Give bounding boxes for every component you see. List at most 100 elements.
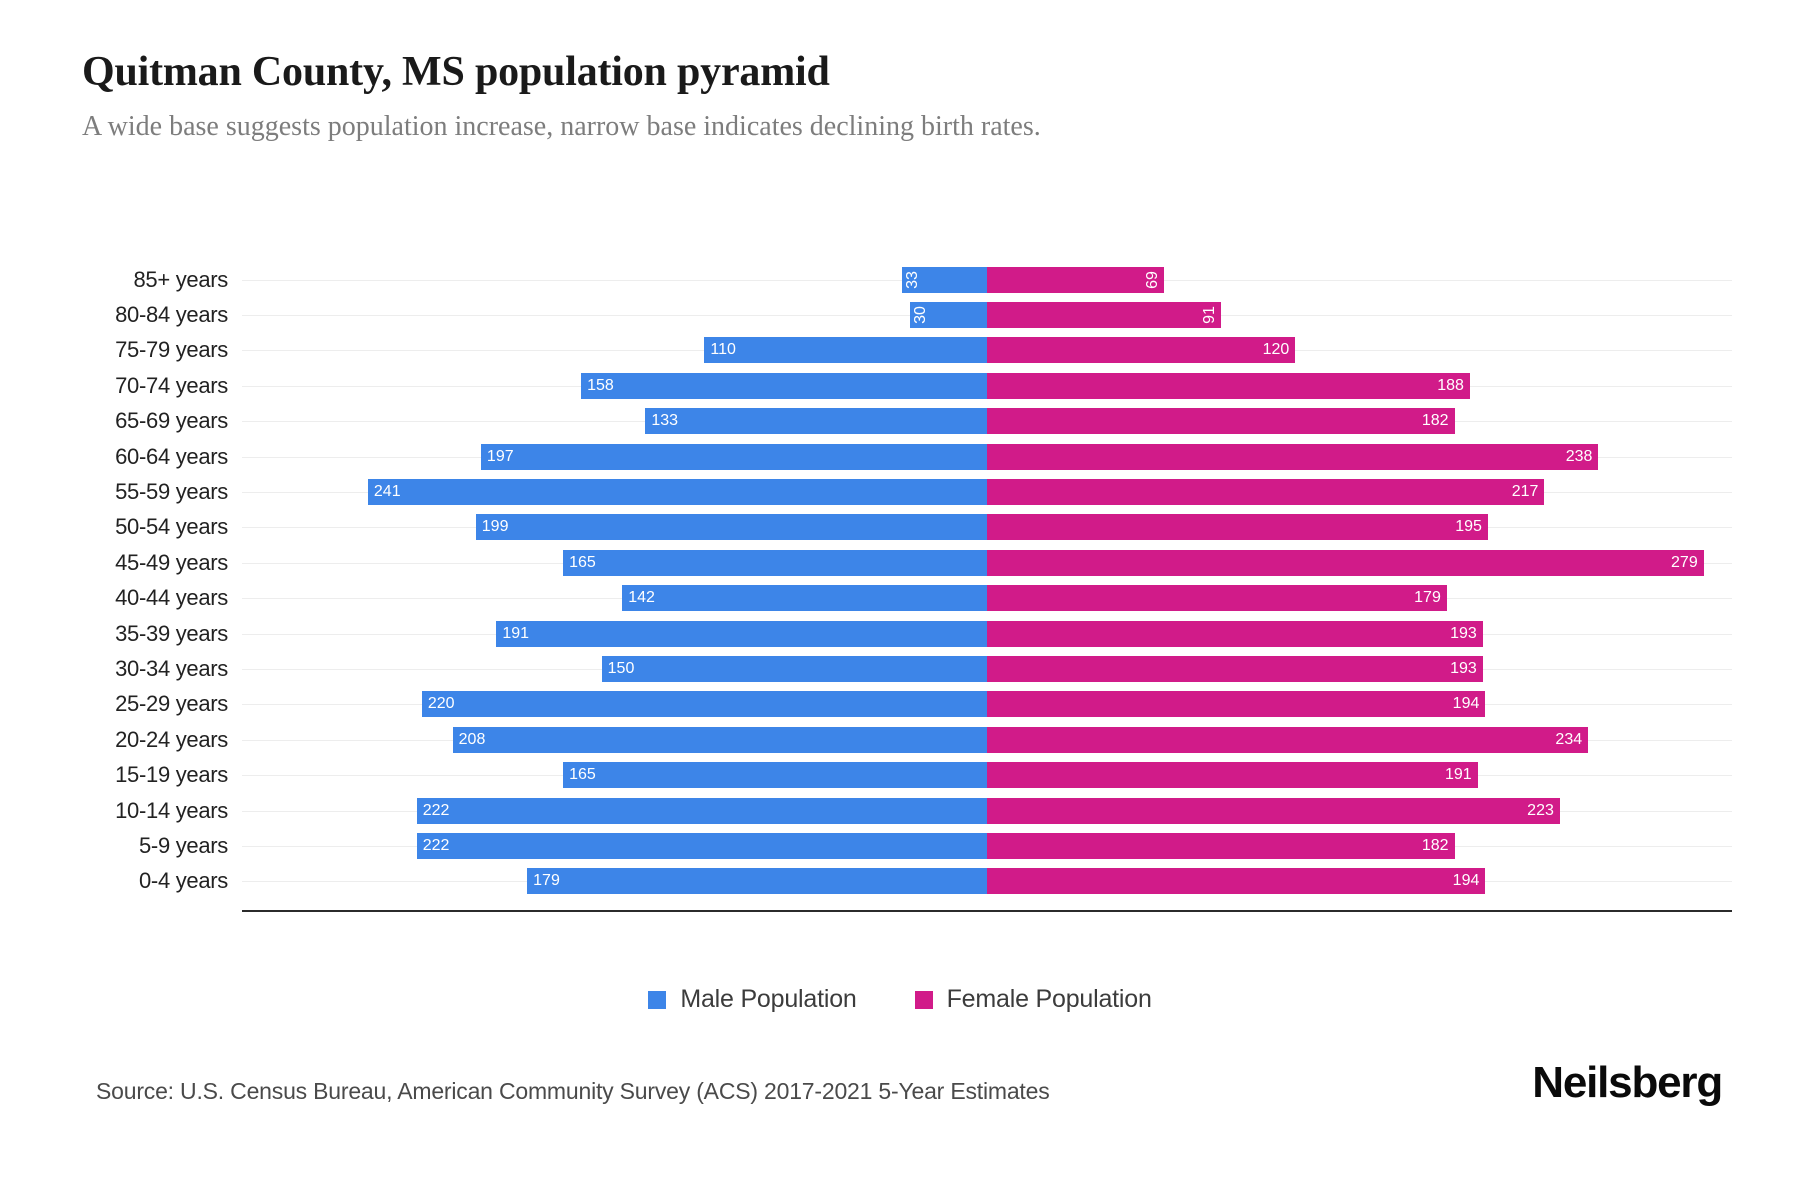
bar-female[interactable]: 193 (987, 655, 1483, 682)
row-bars: 133 182 (242, 404, 1732, 439)
age-group-label: 30-34 years (115, 655, 228, 681)
legend-item-male[interactable]: Male Population (648, 985, 857, 1014)
row-bars: 150 193 (242, 651, 1732, 686)
bar-male[interactable]: 158 (581, 372, 987, 399)
bar-male[interactable]: 33 (902, 266, 987, 293)
bar-value-female: 217 (1511, 483, 1539, 501)
bar-female[interactable]: 217 (987, 479, 1545, 506)
age-group-label: 75-79 years (115, 337, 228, 363)
age-group-label: 40-44 years (115, 585, 228, 611)
bar-female[interactable]: 69 (987, 266, 1165, 293)
bar-value-male: 150 (607, 659, 635, 677)
bar-male[interactable]: 199 (475, 514, 987, 541)
population-pyramid-plot: 85+ years 33 69 80-84 years 30 91 75-79 years 1… (82, 262, 1732, 912)
pyramid-row: 0-4 years 179 194 (82, 864, 1732, 899)
bar-female[interactable]: 120 (987, 337, 1296, 364)
pyramid-row: 55-59 years 241 217 (82, 474, 1732, 509)
pyramid-row: 10-14 years 222 223 (82, 793, 1732, 828)
age-group-label: 85+ years (133, 266, 228, 292)
bar-female[interactable]: 179 (987, 585, 1447, 612)
row-bars: 222 182 (242, 828, 1732, 863)
bar-value-male: 165 (569, 553, 596, 571)
bar-female[interactable]: 223 (987, 797, 1560, 824)
row-bars: 110 120 (242, 333, 1732, 368)
bar-male[interactable]: 110 (704, 337, 987, 364)
bar-value-female: 194 (1452, 872, 1480, 890)
bar-female[interactable]: 194 (987, 691, 1486, 718)
bar-female[interactable]: 195 (987, 514, 1488, 541)
bar-value-male: 197 (486, 447, 514, 465)
bar-male[interactable]: 197 (480, 443, 987, 470)
bar-male[interactable]: 165 (563, 762, 987, 789)
bar-value-female: 193 (1450, 659, 1477, 677)
age-group-label: 5-9 years (138, 832, 228, 858)
legend-item-female[interactable]: Female Population (914, 985, 1152, 1014)
bar-male[interactable]: 241 (367, 479, 987, 506)
bar-value-male: 165 (569, 766, 596, 784)
legend-label-male: Male Population (680, 985, 857, 1013)
bar-value-male: 220 (427, 695, 455, 713)
row-bars: 165 279 (242, 545, 1732, 580)
bar-value-female: 238 (1565, 447, 1593, 465)
bar-value-female: 179 (1414, 589, 1441, 607)
bar-male[interactable]: 30 (909, 302, 987, 329)
bar-female[interactable]: 91 (987, 302, 1221, 329)
bar-male[interactable]: 133 (645, 408, 987, 435)
bar-female[interactable]: 182 (987, 832, 1455, 859)
bar-value-male: 179 (533, 872, 560, 890)
bar-value-female: 69 (1144, 270, 1162, 289)
age-group-label: 0-4 years (138, 868, 228, 894)
bar-female[interactable]: 234 (987, 726, 1589, 753)
bar-female[interactable]: 188 (987, 372, 1470, 399)
pyramid-row: 70-74 years 158 188 (82, 368, 1732, 403)
bar-value-male: 222 (422, 801, 450, 819)
row-bars: 179 194 (242, 864, 1732, 899)
age-group-label: 80-84 years (115, 302, 228, 328)
bar-male[interactable]: 150 (601, 655, 987, 682)
row-bars: 30 91 (242, 297, 1732, 332)
bar-value-male: 33 (904, 270, 922, 289)
pyramid-row: 40-44 years 142 179 (82, 581, 1732, 616)
bar-value-female: 194 (1452, 695, 1480, 713)
bar-male[interactable]: 220 (421, 691, 987, 718)
pyramid-row: 15-19 years 165 191 (82, 757, 1732, 792)
age-group-label: 15-19 years (115, 762, 228, 788)
chart-header: Quitman County, MS population pyramid A … (82, 48, 1722, 144)
bar-male[interactable]: 179 (527, 868, 987, 895)
row-bars: 222 223 (242, 793, 1732, 828)
age-group-label: 70-74 years (115, 372, 228, 398)
pyramid-rows: 85+ years 33 69 80-84 years 30 91 75-79 years 1… (82, 262, 1732, 899)
pyramid-row: 80-84 years 30 91 (82, 297, 1732, 332)
bar-male[interactable]: 165 (563, 549, 987, 576)
bar-female[interactable]: 193 (987, 620, 1483, 647)
bar-female[interactable]: 182 (987, 408, 1455, 435)
axis-baseline (242, 910, 1732, 912)
bar-female[interactable]: 191 (987, 762, 1478, 789)
age-group-label: 50-54 years (115, 514, 228, 540)
bar-value-female: 223 (1527, 801, 1554, 819)
row-bars: 33 69 (242, 262, 1732, 297)
legend-swatch-female-icon (914, 990, 933, 1009)
bar-male[interactable]: 208 (452, 726, 987, 753)
pyramid-row: 5-9 years 222 182 (82, 828, 1732, 863)
bar-value-female: 188 (1437, 376, 1464, 394)
age-group-label: 10-14 years (115, 797, 228, 823)
bar-female[interactable]: 194 (987, 868, 1486, 895)
bar-male[interactable]: 191 (496, 620, 987, 647)
bar-value-female: 195 (1455, 518, 1482, 536)
pyramid-row: 20-24 years 208 234 (82, 722, 1732, 757)
bar-male[interactable]: 222 (416, 797, 987, 824)
row-bars: 199 195 (242, 510, 1732, 545)
chart-legend: Male Population Female Population (0, 985, 1800, 1014)
row-bars: 197 238 (242, 439, 1732, 474)
bar-male[interactable]: 222 (416, 832, 987, 859)
age-group-label: 20-24 years (115, 726, 228, 752)
age-group-label: 60-64 years (115, 443, 228, 469)
bar-male[interactable]: 142 (622, 585, 987, 612)
bar-female[interactable]: 238 (987, 443, 1599, 470)
bar-value-female: 182 (1421, 836, 1449, 854)
bar-female[interactable]: 279 (987, 549, 1704, 576)
bar-value-male: 208 (458, 730, 486, 748)
row-bars: 208 234 (242, 722, 1732, 757)
